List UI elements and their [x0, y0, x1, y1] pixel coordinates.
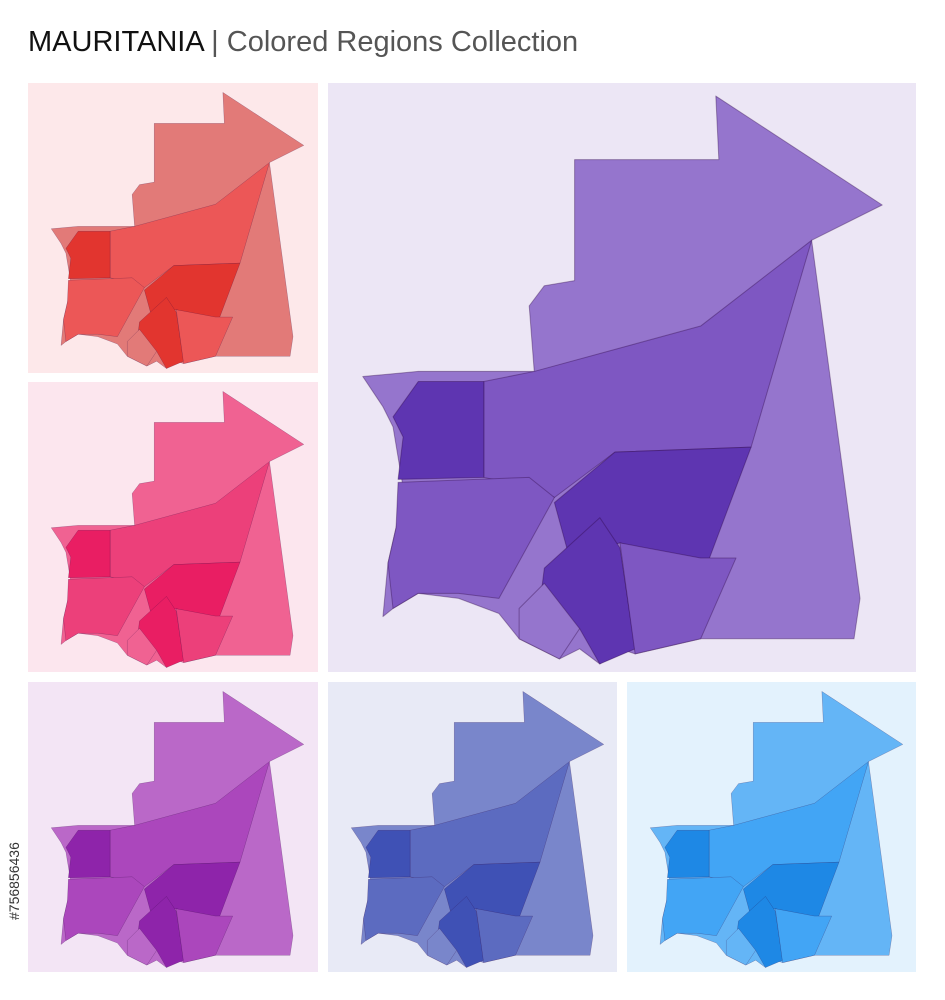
- panels: [28, 83, 916, 972]
- stock-id: #756856436: [6, 842, 22, 920]
- country-name: MAURITANIA: [28, 26, 204, 58]
- title: MAURITANIA | Colored Regions Collection: [28, 26, 578, 59]
- separator: |: [211, 26, 219, 58]
- subtitle: Colored Regions Collection: [226, 26, 579, 58]
